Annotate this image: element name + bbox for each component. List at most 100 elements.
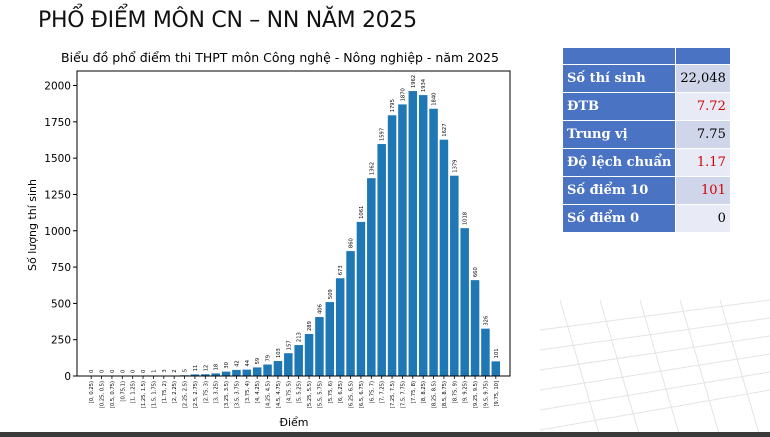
bar-value-label: 1597 xyxy=(380,128,386,141)
bar xyxy=(273,361,283,376)
y-tick-label: 500 xyxy=(51,298,71,310)
x-tick-label: [9.75, 10] xyxy=(494,381,500,407)
x-tick-label: [4, 4.25) xyxy=(255,381,261,403)
stats-label: Số điểm 10 xyxy=(561,176,677,205)
x-axis-label: Điểm xyxy=(279,416,308,429)
stats-label: Số thí sinh xyxy=(561,64,677,93)
bar-value-label: 0 xyxy=(100,370,106,373)
bar-value-label: 12 xyxy=(203,365,209,372)
bar-value-label: 79 xyxy=(266,355,272,362)
bar-value-label: 101 xyxy=(494,348,500,358)
bar xyxy=(491,361,501,376)
bar-value-label: 1018 xyxy=(463,212,469,225)
bar xyxy=(460,228,469,376)
bar xyxy=(418,95,428,376)
bar xyxy=(304,334,314,376)
x-tick-label: [4.25, 4.5) xyxy=(266,381,272,408)
stats-value: 0 xyxy=(675,204,731,233)
x-tick-label: [9.25, 9.5) xyxy=(473,381,479,408)
y-tick-label: 1250 xyxy=(44,189,71,201)
x-tick-label: [6.75, 7) xyxy=(369,381,375,403)
x-tick-label: [1, 1.25) xyxy=(131,381,137,403)
bar xyxy=(367,178,376,376)
bar xyxy=(221,371,231,376)
bar-value-label: 1362 xyxy=(369,162,375,175)
stats-label: Độ lệch chuẩn xyxy=(561,148,677,177)
x-tick-label: [9.5, 9.75) xyxy=(483,381,489,408)
bar-value-label: 1934 xyxy=(421,78,427,92)
stats-row-score0: Số điểm 0 0 xyxy=(561,204,731,233)
y-axis-label: Số lượng thí sinh xyxy=(26,179,39,271)
bar-value-label: 0 xyxy=(89,370,95,373)
x-tick-label: [0.5, 0.75) xyxy=(110,381,116,408)
x-tick-label: [0.25, 0.5) xyxy=(100,381,106,408)
bar xyxy=(377,144,386,376)
x-tick-label: [3, 3.25) xyxy=(214,381,220,403)
bar-value-label: 1840 xyxy=(432,93,438,106)
stats-row-mean: ĐTB 7.72 xyxy=(561,92,731,121)
bar-value-label: 42 xyxy=(234,360,240,367)
bar-value-label: 157 xyxy=(286,340,292,350)
x-tick-label: [9, 9.25) xyxy=(463,381,469,403)
stats-row-candidates: Số thí sinh 22,048 xyxy=(561,64,731,93)
bar xyxy=(190,374,200,376)
bar xyxy=(439,139,449,376)
bar-value-label: 59 xyxy=(255,358,261,365)
stats-label: Số điểm 0 xyxy=(561,204,677,233)
x-tick-label: [2.25, 2.5) xyxy=(183,381,189,408)
bar xyxy=(450,175,459,376)
bar xyxy=(284,353,293,376)
bar-value-label: 1379 xyxy=(452,160,458,173)
x-tick-label: [5.75, 6) xyxy=(328,381,334,403)
stats-row-stddev: Độ lệch chuẩn 1.17 xyxy=(561,148,731,177)
bar-value-label: 289 xyxy=(307,321,313,331)
bar xyxy=(263,364,272,376)
y-axis-ticks: 0 250 500 750 1000 1250 1500 1750 2000 xyxy=(44,81,77,383)
bar-value-label: 1061 xyxy=(359,206,365,219)
bar xyxy=(408,91,418,377)
bar-value-label: 0 xyxy=(120,370,126,373)
stats-label: ĐTB xyxy=(561,92,677,121)
bar-value-label: 1627 xyxy=(442,123,448,136)
x-tick-label: [4.75, 5) xyxy=(286,381,292,403)
x-tick-label: [6, 6.25) xyxy=(338,381,344,403)
bar xyxy=(481,328,490,376)
x-tick-label: [1.25, 1.5) xyxy=(141,381,147,408)
statistics-table: Số thí sinh 22,048 ĐTB 7.72 Trung vị 7.7… xyxy=(561,47,731,233)
bar-value-label: 0 xyxy=(141,370,147,373)
bar-value-label: 2 xyxy=(172,369,178,372)
x-tick-label: [8.25, 8.5) xyxy=(432,381,438,408)
y-tick-label: 250 xyxy=(51,335,71,347)
x-tick-label: [5.5, 5.75) xyxy=(317,381,323,408)
bar-value-label: 1 xyxy=(151,370,157,373)
bars-group xyxy=(149,91,501,377)
x-tick-label: [3.25, 3.5) xyxy=(224,381,230,408)
bar-value-label: 213 xyxy=(297,332,303,342)
stats-value: 101 xyxy=(675,176,731,205)
x-tick-label: [7.25, 7.5) xyxy=(390,381,396,408)
bar-value-label: 406 xyxy=(317,304,323,314)
bar xyxy=(356,221,366,376)
x-tick-label: [2.75, 3) xyxy=(203,381,209,403)
x-tick-label: [6.5, 6.75) xyxy=(359,381,365,408)
bar xyxy=(252,367,262,376)
x-tick-label: [0, 0.25) xyxy=(89,381,95,403)
x-tick-label: [8.75, 9) xyxy=(452,381,458,403)
bar-value-label: 509 xyxy=(328,289,334,299)
bar-value-label: 30 xyxy=(224,362,230,369)
x-tick-label: [8.5, 8.75) xyxy=(442,381,448,408)
chart-panel: Biểu đồ phổ điểm thi THPT môn Công nghệ … xyxy=(22,43,534,435)
bar xyxy=(346,251,355,376)
stats-header-row xyxy=(561,47,731,65)
bar-value-label: 103 xyxy=(276,348,282,358)
bar-value-label: 0 xyxy=(131,370,137,373)
slide-title: PHỔ ĐIỂM MÔN CN – NN NĂM 2025 xyxy=(38,8,417,33)
bar xyxy=(398,104,407,377)
bottom-bar xyxy=(0,432,770,437)
y-tick-label: 1750 xyxy=(44,117,71,129)
chart-title: Biểu đồ phổ điểm thi THPT môn Công nghệ … xyxy=(61,50,499,65)
bar xyxy=(294,345,303,376)
x-tick-label: [6.25, 6.5) xyxy=(349,381,355,408)
bar-value-label: 44 xyxy=(245,359,251,366)
